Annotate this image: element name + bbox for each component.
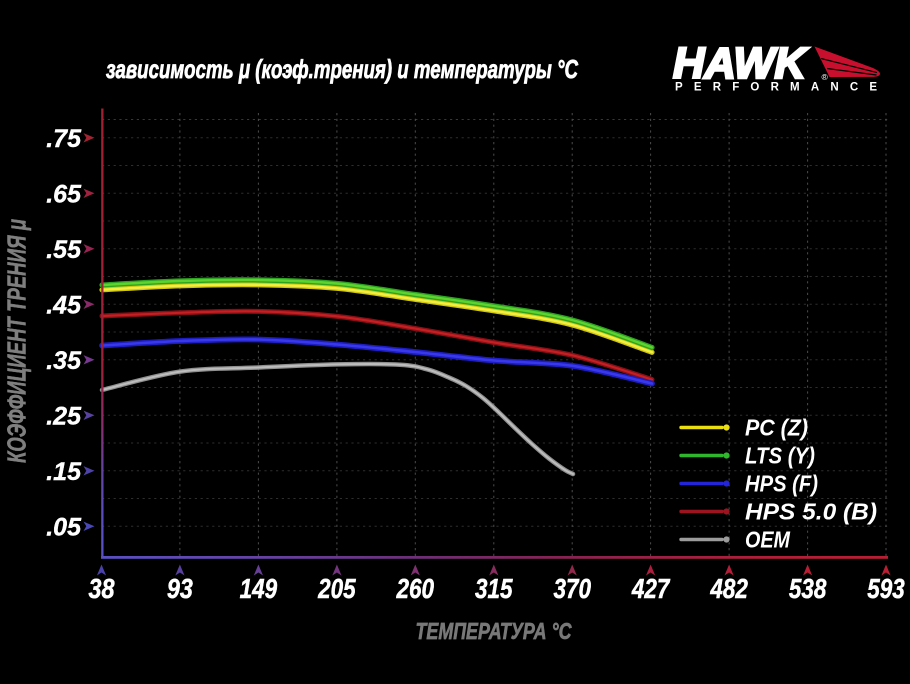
svg-text:HAWK: HAWK xyxy=(673,39,809,88)
svg-text:482: 482 xyxy=(710,573,749,604)
svg-text:HPS (F): HPS (F) xyxy=(745,471,818,497)
svg-text:593: 593 xyxy=(867,573,905,604)
svg-text:®: ® xyxy=(822,72,829,82)
svg-text:260: 260 xyxy=(396,573,435,604)
svg-text:OEM: OEM xyxy=(745,527,791,553)
svg-text:LTS (Y): LTS (Y) xyxy=(745,443,815,469)
svg-text:370: 370 xyxy=(553,573,591,604)
svg-text:зависимость μ (коэф.трения) и: зависимость μ (коэф.трения) и температур… xyxy=(106,54,579,84)
svg-text:93: 93 xyxy=(167,573,193,604)
svg-text:.65: .65 xyxy=(46,180,82,208)
svg-text:.15: .15 xyxy=(46,458,82,486)
svg-text:149: 149 xyxy=(240,573,278,604)
svg-text:КОЭФФИЦИЕНТ ТРЕНИЯ μ: КОЭФФИЦИЕНТ ТРЕНИЯ μ xyxy=(2,219,32,463)
svg-text:.05: .05 xyxy=(46,513,82,541)
svg-text:.35: .35 xyxy=(46,347,82,375)
svg-text:.55: .55 xyxy=(46,236,82,264)
svg-text:538: 538 xyxy=(789,573,827,604)
svg-text:.25: .25 xyxy=(46,402,82,430)
svg-text:427: 427 xyxy=(631,573,670,604)
svg-text:38: 38 xyxy=(89,573,115,604)
svg-text:PC (Z): PC (Z) xyxy=(745,415,808,441)
svg-text:315: 315 xyxy=(475,573,513,604)
svg-text:HPS 5.0 (B): HPS 5.0 (B) xyxy=(745,499,877,525)
svg-text:ТЕМПЕРАТУРА °C: ТЕМПЕРАТУРА °C xyxy=(416,618,572,644)
svg-text:.75: .75 xyxy=(46,125,82,153)
svg-text:205: 205 xyxy=(317,573,356,604)
svg-text:.45: .45 xyxy=(46,291,82,319)
